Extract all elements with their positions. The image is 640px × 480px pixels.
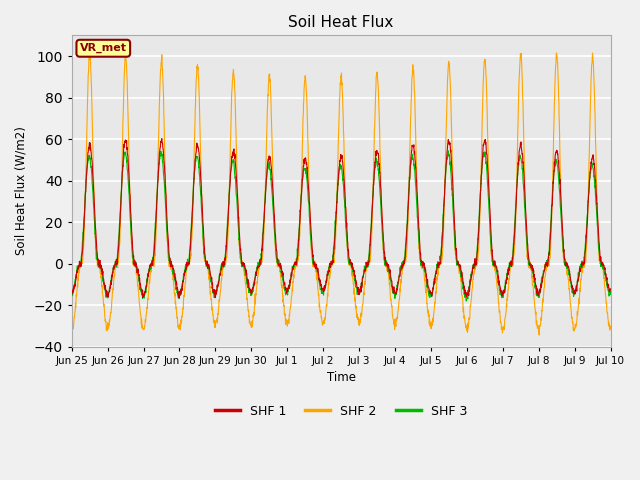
SHF 2 xyxy=(68,329,76,335)
SHF 3 xyxy=(444,148,452,154)
SHF 1 xyxy=(369,199,376,205)
X-axis label: Time: Time xyxy=(326,372,356,384)
SHF 2 xyxy=(575,303,582,309)
Line: SHF 1: SHF 1 xyxy=(72,139,611,298)
SHF 1 xyxy=(175,295,183,301)
SHF 2 xyxy=(218,271,226,277)
SHF 3 xyxy=(68,293,76,299)
SHF 3 xyxy=(463,298,470,304)
SHF 3 xyxy=(498,294,506,300)
Y-axis label: Soil Heat Flux (W/m2): Soil Heat Flux (W/m2) xyxy=(15,127,28,255)
SHF 2 xyxy=(559,254,567,260)
SHF 2 xyxy=(552,50,560,56)
SHF 3 xyxy=(607,289,614,295)
SHF 2 xyxy=(498,326,506,332)
SHF 1 xyxy=(575,275,582,281)
SHF 2 xyxy=(535,332,543,338)
SHF 1 xyxy=(219,262,227,268)
SHF 3 xyxy=(356,288,364,293)
Line: SHF 3: SHF 3 xyxy=(72,151,611,301)
SHF 3 xyxy=(218,262,226,267)
SHF 1 xyxy=(607,287,614,292)
SHF 2 xyxy=(369,218,376,224)
Text: VR_met: VR_met xyxy=(80,43,127,53)
Legend: SHF 1, SHF 2, SHF 3: SHF 1, SHF 2, SHF 3 xyxy=(211,400,472,423)
SHF 3 xyxy=(575,270,582,276)
SHF 2 xyxy=(607,325,614,331)
SHF 1 xyxy=(158,136,166,142)
SHF 1 xyxy=(498,293,506,299)
SHF 1 xyxy=(68,290,76,296)
Title: Soil Heat Flux: Soil Heat Flux xyxy=(289,15,394,30)
SHF 3 xyxy=(369,204,376,210)
SHF 1 xyxy=(357,286,365,292)
SHF 3 xyxy=(559,250,567,255)
Line: SHF 2: SHF 2 xyxy=(72,53,611,335)
SHF 2 xyxy=(356,320,364,325)
SHF 1 xyxy=(559,240,567,245)
